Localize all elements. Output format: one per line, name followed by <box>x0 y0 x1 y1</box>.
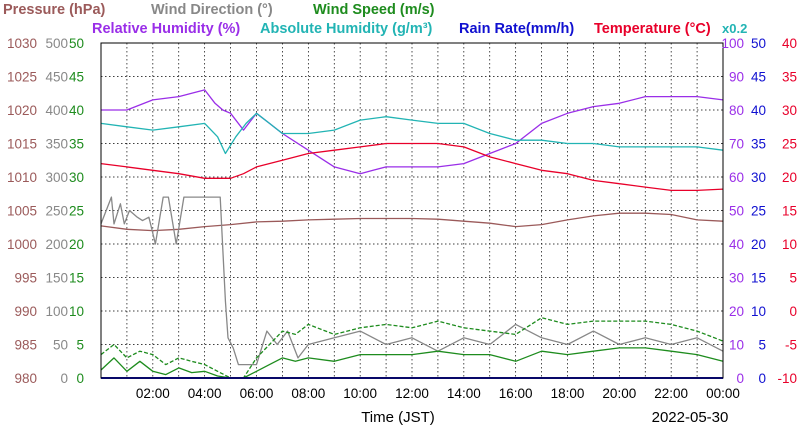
y-tick-pressure: 1015 <box>7 137 37 152</box>
y-tick-pressure: 980 <box>14 371 37 386</box>
y-tick-temperature: -10 <box>777 371 797 386</box>
y-tick-rain-rate: 35 <box>751 137 766 152</box>
x-tick: 08:00 <box>291 386 325 401</box>
y-tick-relative-humidity: 50 <box>729 204 744 219</box>
series-absolute-humidity-g-m <box>100 112 724 155</box>
plot-frame <box>100 42 724 379</box>
y-tick-wind-speed: 45 <box>69 70 84 85</box>
tick-labels: 1030102510201015101010051000995990985980… <box>7 36 797 401</box>
series-wind-speed-m-s <box>100 347 724 379</box>
y-tick-wind-direction: 250 <box>45 204 68 219</box>
y-tick-rain-rate: 50 <box>751 36 766 51</box>
x-tick: 04:00 <box>188 386 222 401</box>
y-tick-pressure: 995 <box>14 271 37 286</box>
y-tick-wind-speed: 20 <box>69 237 84 252</box>
y-tick-pressure: 985 <box>14 338 37 353</box>
y-tick-temperature: 25 <box>782 137 797 152</box>
x-tick: 20:00 <box>602 386 636 401</box>
x-axis-label: Time (JST) <box>361 409 435 426</box>
y-tick-rain-rate: 30 <box>751 170 766 185</box>
series-wind-direction <box>100 196 724 366</box>
y-tick-temperature: 0 <box>789 304 797 319</box>
legend-wind-speed: Wind Speed (m/s) <box>313 2 435 18</box>
x-tick: 02:00 <box>136 386 170 401</box>
y-tick-wind-speed: 35 <box>69 137 84 152</box>
y-tick-relative-humidity: 80 <box>729 103 744 118</box>
y-tick-rain-rate: 5 <box>758 338 766 353</box>
y-tick-pressure: 1020 <box>7 103 37 118</box>
y-tick-temperature: 35 <box>782 70 797 85</box>
y-tick-relative-humidity: 0 <box>736 371 744 386</box>
y-tick-wind-speed: 30 <box>69 170 84 185</box>
y-tick-wind-speed: 5 <box>76 338 84 353</box>
legend-absolute-humidity: Absolute Humidity (g/m³) <box>260 21 433 37</box>
legend-abs-humidity-scale: x0.2 <box>722 21 747 36</box>
series-temperature-c <box>100 142 724 192</box>
x-tick: 00:00 <box>706 386 740 401</box>
y-tick-pressure: 990 <box>14 304 37 319</box>
y-tick-wind-speed: 0 <box>76 371 84 386</box>
x-tick: 18:00 <box>551 386 585 401</box>
y-tick-temperature: -5 <box>785 338 797 353</box>
y-tick-rain-rate: 25 <box>751 204 766 219</box>
series-relative-humidity <box>101 89 724 175</box>
y-tick-temperature: 5 <box>789 271 797 286</box>
series-pressure-hpa <box>100 212 724 232</box>
legend-wind-direction: Wind Direction (°) <box>151 2 273 18</box>
y-tick-temperature: 15 <box>782 204 797 219</box>
y-tick-wind-direction: 500 <box>45 36 68 51</box>
y-tick-pressure: 1000 <box>7 237 37 252</box>
y-tick-wind-speed: 25 <box>69 204 84 219</box>
y-tick-pressure: 1010 <box>7 170 37 185</box>
y-tick-relative-humidity: 30 <box>729 271 744 286</box>
date-label: 2022-05-30 <box>652 409 729 426</box>
y-tick-relative-humidity: 90 <box>729 70 744 85</box>
y-tick-pressure: 1025 <box>7 70 37 85</box>
series-wind-speed-gust-m-s <box>100 317 724 379</box>
y-tick-wind-direction: 400 <box>45 103 68 118</box>
legend-pressure: Pressure (hPa) <box>3 2 106 18</box>
series-layer <box>100 89 724 379</box>
y-tick-wind-direction: 200 <box>45 237 68 252</box>
y-tick-temperature: 20 <box>782 170 797 185</box>
y-tick-rain-rate: 0 <box>758 371 766 386</box>
y-tick-wind-speed: 15 <box>69 271 84 286</box>
y-tick-relative-humidity: 20 <box>729 304 744 319</box>
y-tick-rain-rate: 40 <box>751 103 766 118</box>
y-tick-temperature: 40 <box>782 36 797 51</box>
y-tick-rain-rate: 45 <box>751 70 766 85</box>
y-tick-wind-direction: 0 <box>60 371 68 386</box>
y-tick-wind-speed: 40 <box>69 103 84 118</box>
y-tick-wind-direction: 300 <box>45 170 68 185</box>
y-tick-rain-rate: 15 <box>751 271 766 286</box>
y-tick-temperature: 30 <box>782 103 797 118</box>
y-tick-wind-direction: 150 <box>45 271 68 286</box>
x-tick: 14:00 <box>447 386 481 401</box>
legend-relative-humidity: Relative Humidity (%) <box>92 21 240 37</box>
x-tick: 06:00 <box>240 386 274 401</box>
y-tick-rain-rate: 10 <box>751 304 766 319</box>
x-tick: 16:00 <box>499 386 533 401</box>
x-tick: 10:00 <box>343 386 377 401</box>
y-tick-wind-direction: 350 <box>45 137 68 152</box>
y-tick-wind-speed: 50 <box>69 36 84 51</box>
y-tick-wind-speed: 10 <box>69 304 84 319</box>
y-tick-wind-direction: 50 <box>53 338 68 353</box>
y-tick-relative-humidity: 70 <box>729 137 744 152</box>
legend-temperature: Temperature (°C) <box>594 21 711 37</box>
y-tick-relative-humidity: 60 <box>729 170 744 185</box>
x-tick: 22:00 <box>654 386 688 401</box>
y-tick-rain-rate: 20 <box>751 237 766 252</box>
x-tick: 12:00 <box>395 386 429 401</box>
y-tick-temperature: 10 <box>782 237 797 252</box>
y-tick-relative-humidity: 40 <box>729 237 744 252</box>
y-tick-pressure: 1005 <box>7 204 37 219</box>
y-tick-wind-direction: 100 <box>45 304 68 319</box>
legend-rain-rate: Rain Rate(mm/h) <box>459 21 574 37</box>
y-tick-wind-direction: 450 <box>45 70 68 85</box>
y-tick-relative-humidity: 100 <box>721 36 744 51</box>
y-tick-relative-humidity: 10 <box>729 338 744 353</box>
y-tick-pressure: 1030 <box>7 36 37 51</box>
